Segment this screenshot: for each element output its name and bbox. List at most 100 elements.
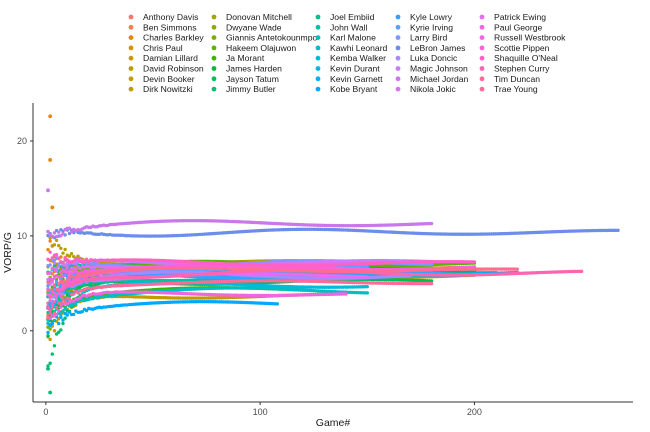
legend-item-david-robinson: David Robinson	[128, 64, 204, 74]
legend-key	[395, 24, 401, 30]
data-point	[52, 344, 57, 348]
legend-label: Trae Young	[494, 84, 538, 94]
legend-label: Luka Doncic	[410, 53, 458, 63]
legend-label: Paul George	[494, 22, 542, 32]
legend-item-kawhi-leonard: Kawhi Leonard	[315, 43, 388, 53]
legend-label: David Robinson	[143, 64, 204, 74]
data-point	[48, 327, 52, 331]
legend-label: Kawhi Leonard	[330, 43, 388, 53]
legend-key	[395, 55, 401, 61]
legend-item-kemba-walker: Kemba Walker	[315, 53, 386, 63]
legend-key	[211, 66, 217, 71]
data-point	[74, 302, 78, 306]
data-point	[52, 264, 57, 268]
legend-key	[315, 66, 321, 71]
legend-item-michael-jordan: Michael Jordan	[395, 74, 468, 84]
legend-label: Charles Barkley	[143, 33, 204, 43]
legend-key	[395, 86, 401, 92]
legend-item-trae-young: Trae Young	[479, 84, 538, 94]
data-point	[57, 243, 61, 248]
legend-key	[211, 86, 217, 92]
legend-item-magic-johnson: Magic Johnson	[395, 64, 468, 74]
legend-label: Ja Morant	[226, 53, 265, 63]
legend-key	[211, 24, 217, 30]
legend-item-devin-booker: Devin Booker	[128, 74, 195, 84]
legend-key	[395, 45, 401, 51]
data-point	[67, 310, 72, 314]
legend-key	[395, 66, 401, 71]
legend-item-kevin-durant: Kevin Durant	[315, 64, 380, 74]
legend-key	[395, 35, 401, 40]
data-point	[61, 321, 65, 326]
legend-key	[128, 24, 134, 30]
legend-item-kyrie-irving: Kyrie Irving	[395, 22, 453, 32]
legend-key	[128, 76, 134, 82]
legend-key	[315, 55, 321, 61]
legend-key	[128, 14, 134, 20]
legend-key	[315, 86, 321, 92]
data-point	[52, 329, 57, 333]
data-point	[429, 279, 434, 283]
legend-item-hakeem-olajuwon: Hakeem Olajuwon	[211, 43, 296, 53]
data-point	[69, 252, 74, 256]
legend-label: Kobe Bryant	[330, 84, 378, 94]
legend-key	[315, 76, 321, 82]
data-point	[52, 318, 57, 323]
data-point	[50, 352, 54, 356]
data-point	[54, 238, 59, 242]
data-point	[63, 290, 67, 294]
legend-label: Jayson Tatum	[226, 74, 279, 84]
data-point	[52, 243, 57, 247]
data-point	[59, 315, 63, 319]
data-point	[48, 337, 52, 342]
legend-key	[128, 45, 134, 51]
legend-key	[395, 14, 401, 20]
legend-item-scottie-pippen: Scottie Pippen	[479, 43, 550, 53]
legend-item-kyle-lowry: Kyle Lowry	[395, 12, 453, 22]
data-point	[57, 330, 61, 334]
legend-item-stephen-curry: Stephen Curry	[479, 64, 550, 74]
legend-label: Nikola Jokic	[410, 84, 457, 94]
legend-label: Damian Lillard	[143, 53, 198, 63]
legend-key	[128, 86, 134, 92]
legend-item-anthony-davis: Anthony Davis	[128, 12, 198, 22]
legend-label: Michael Jordan	[410, 74, 468, 84]
data-point	[365, 291, 369, 295]
data-point	[57, 321, 61, 326]
data-point	[67, 254, 72, 258]
data-point	[59, 328, 63, 332]
data-point	[61, 309, 65, 313]
legend-item-kevin-garnett: Kevin Garnett	[315, 74, 383, 84]
data-point	[365, 284, 369, 289]
legend-key	[395, 76, 401, 82]
legend-item-luka-doncic: Luka Doncic	[395, 53, 458, 63]
data-point	[48, 239, 52, 243]
legend-key	[128, 66, 134, 71]
legend-label: Devin Booker	[143, 74, 195, 84]
legend-item-ben-simmons: Ben Simmons	[128, 22, 197, 32]
legend-key	[479, 14, 485, 20]
legend-item-donovan-mitchell: Donovan Mitchell	[211, 12, 292, 22]
plot-points	[46, 114, 620, 395]
legend-item-kobe-bryant: Kobe Bryant	[315, 84, 378, 94]
legend-label: John Wall	[330, 22, 368, 32]
data-point	[48, 263, 52, 267]
legend-item-paul-george: Paul George	[479, 22, 542, 32]
data-point	[63, 306, 67, 310]
legend-key	[479, 45, 485, 51]
legend-key	[211, 55, 217, 61]
legend-item-lebron-james: LeBron James	[395, 43, 465, 53]
series-kawhi-leonard	[46, 286, 369, 326]
data-point	[61, 251, 65, 255]
legend-item-karl-malone: Karl Malone	[315, 33, 376, 43]
legend-key	[315, 45, 321, 51]
data-point	[72, 312, 76, 317]
data-point	[63, 247, 67, 252]
legend-label: Ben Simmons	[143, 22, 197, 32]
legend-label: Dirk Nowitzki	[143, 84, 193, 94]
legend-item-nikola-jokic: Nikola Jokic	[395, 84, 457, 94]
data-point	[84, 308, 89, 313]
data-point	[429, 263, 434, 267]
legend-label: Anthony Davis	[143, 12, 198, 22]
legend-item-jimmy-butler: Jimmy Butler	[211, 84, 276, 94]
